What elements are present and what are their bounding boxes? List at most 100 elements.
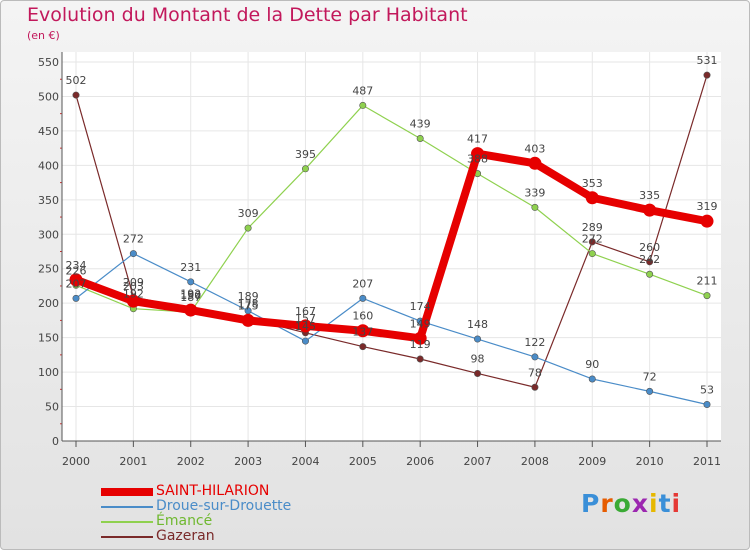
logo-letter: x (631, 489, 649, 518)
data-point-droue-sur-drouette (129, 250, 137, 258)
data-label-gazeran: 119 (410, 338, 431, 351)
data-label-droue-sur-drouette: 90 (585, 358, 599, 371)
data-label-droue-sur-drouette: 174 (410, 300, 431, 313)
data-label-saint-hilarion: 203 (123, 280, 144, 293)
data-point-gazeran (646, 258, 654, 266)
data-label-droue-sur-drouette: 145 (295, 320, 316, 333)
data-label-gazeran: 137 (352, 326, 373, 339)
legend-swatch (101, 521, 153, 523)
y-tick-label: 550 (38, 56, 59, 69)
x-tick-label: 2005 (349, 455, 377, 468)
data-point-gazeran (416, 355, 424, 363)
data-point-droue-sur-drouette (72, 294, 80, 302)
y-tick-label: 300 (38, 228, 59, 241)
legend-swatch (101, 536, 153, 538)
data-point-saint-hilarion (471, 147, 485, 161)
x-tick-label: 2001 (119, 455, 147, 468)
data-label-saint-hilarion: 403 (524, 142, 545, 155)
data-label-gazeran: 78 (528, 366, 542, 379)
logo-letter: o (613, 489, 632, 518)
legend-label: Gazeran (156, 528, 215, 544)
series-line-droue-sur-drouette (75, 252, 708, 406)
data-label-emance: 487 (352, 84, 373, 97)
plot-area (62, 52, 721, 441)
data-label-emance: 242 (639, 253, 660, 266)
data-point-emance (416, 134, 424, 142)
data-label-emance: 187 (180, 291, 201, 304)
y-tick-label: 0 (52, 435, 59, 448)
data-point-gazeran (359, 343, 367, 351)
logo-letter: i (649, 489, 659, 518)
data-label-gazeran: 502 (66, 74, 87, 87)
legend-item: SAINT-HILARION (101, 483, 341, 500)
data-point-saint-hilarion (643, 203, 657, 217)
data-label-gazeran: 260 (639, 241, 660, 254)
data-label-saint-hilarion: 190 (180, 289, 201, 302)
x-tick-label: 2011 (693, 455, 721, 468)
proxiti-logo: Proxiti (581, 489, 681, 518)
data-label-emance: 226 (66, 264, 87, 277)
legend-swatch (101, 506, 153, 508)
data-label-emance: 439 (410, 117, 431, 130)
data-point-emance (301, 165, 309, 173)
series-line-saint-hilarion (72, 149, 711, 343)
data-label-saint-hilarion: 149 (410, 317, 431, 330)
data-point-droue-sur-drouette (646, 387, 654, 395)
data-point-emance (646, 270, 654, 278)
data-point-droue-sur-drouette (588, 375, 596, 383)
data-label-droue-sur-drouette: 272 (123, 233, 144, 246)
logo-letter: r (600, 489, 614, 518)
data-point-gazeran (531, 383, 539, 391)
data-point-saint-hilarion (413, 331, 427, 345)
data-label-droue-sur-drouette: 72 (643, 370, 657, 383)
logo-letter: P (581, 489, 601, 518)
data-label-emance: 192 (123, 288, 144, 301)
data-point-droue-sur-drouette (531, 353, 539, 361)
y-tick-label: 50 (45, 401, 59, 414)
legend-item: Droue-sur-Drouette (101, 498, 341, 515)
data-point-emance (244, 224, 252, 232)
data-point-gazeran (703, 71, 711, 79)
data-label-gazeran: 209 (123, 276, 144, 289)
data-label-saint-hilarion: 175 (238, 299, 259, 312)
data-point-droue-sur-drouette (359, 294, 367, 302)
logo-letter: t (658, 489, 672, 518)
data-label-gazeran: 178 (238, 297, 259, 310)
data-point-saint-hilarion (356, 324, 370, 338)
data-point-saint-hilarion (69, 273, 83, 287)
data-label-gazeran: 531 (697, 54, 718, 67)
data-label-gazeran: 98 (471, 352, 485, 365)
data-point-droue-sur-drouette (474, 335, 482, 343)
x-tick-label: 2004 (291, 455, 319, 468)
data-point-emance (703, 292, 711, 300)
y-tick-label: 350 (38, 194, 59, 207)
legend-label: Émancé (156, 513, 213, 529)
data-label-droue-sur-drouette: 231 (180, 261, 201, 274)
data-point-emance (359, 101, 367, 109)
x-tick-label: 2006 (406, 455, 434, 468)
chart-legend: SAINT-HILARION Droue-sur-Drouette Émancé Ga… (101, 483, 341, 545)
data-point-droue-sur-drouette (187, 278, 195, 286)
data-label-gazeran: 157 (295, 312, 316, 325)
data-label-droue-sur-drouette: 122 (524, 336, 545, 349)
data-point-saint-hilarion (700, 214, 714, 228)
data-point-saint-hilarion (528, 156, 542, 170)
data-label-emance: 211 (697, 275, 718, 288)
data-label-emance: 395 (295, 148, 316, 161)
data-point-gazeran (474, 369, 482, 377)
y-tick-label: 400 (38, 159, 59, 172)
legend-label: Droue-sur-Drouette (156, 498, 292, 514)
y-tick-label: 450 (38, 125, 59, 138)
legend-item: Émancé (101, 513, 341, 530)
data-label-droue-sur-drouette: 53 (700, 383, 714, 396)
data-label-emance: 388 (467, 153, 488, 166)
data-label-droue-sur-drouette: 207 (66, 277, 87, 290)
chart-title: Evolution du Montant de la Dette par Hab… (27, 4, 468, 26)
data-point-gazeran (72, 91, 80, 99)
data-label-emance: 339 (524, 186, 545, 199)
data-label-saint-hilarion: 167 (295, 305, 316, 318)
data-point-saint-hilarion (298, 319, 312, 333)
data-label-emance: 309 (238, 207, 259, 220)
